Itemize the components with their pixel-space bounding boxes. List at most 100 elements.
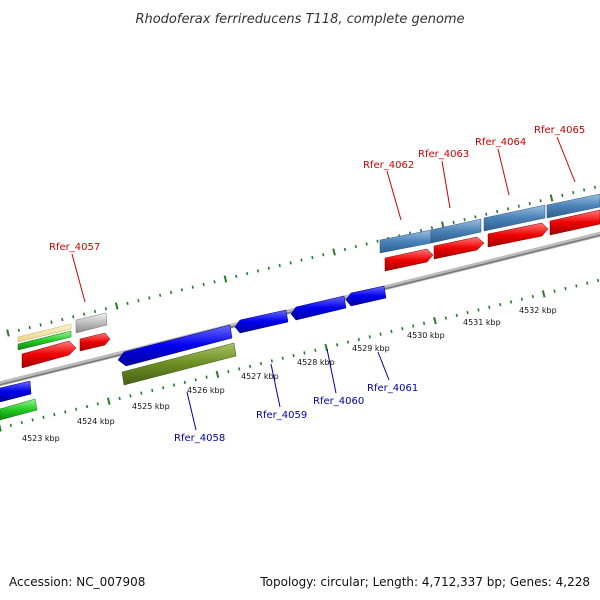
minor-tick [191, 285, 194, 289]
minor-tick [278, 263, 281, 268]
minor-tick [300, 258, 303, 262]
tick-label: 4529 kbp [352, 344, 390, 353]
gene-label[interactable]: Rfer_4059 [256, 410, 307, 421]
minor-tick [72, 315, 75, 319]
minor-tick [151, 388, 154, 393]
minor-tick [169, 290, 173, 295]
minor-tick [517, 204, 520, 208]
gene-arrow-red-4065[interactable] [549, 209, 600, 236]
gene-label[interactable]: Rfer_4061 [367, 383, 418, 394]
minor-tick [401, 327, 404, 331]
minor-tick [93, 309, 97, 314]
gene-arrow-red-4063[interactable] [433, 236, 485, 260]
minor-tick [303, 351, 306, 355]
gene-labels-reverse: Rfer_4058 Rfer_4059 Rfer_4060 Rfer_4061 [174, 383, 418, 444]
minor-tick [256, 269, 260, 273]
minor-tick [488, 305, 491, 309]
minor-tick [499, 302, 502, 307]
major-tick [549, 194, 554, 202]
minor-tick [376, 239, 379, 243]
gene-label[interactable]: Rfer_4060 [313, 396, 364, 407]
gene-label[interactable]: Rfer_4064 [475, 137, 526, 148]
major-tick [223, 275, 228, 283]
major-tick [114, 302, 119, 310]
minor-tick [64, 410, 67, 414]
tick-label: 4525 kbp [132, 402, 170, 411]
minor-tick [586, 281, 589, 285]
minor-tick [528, 201, 531, 206]
minor-tick [194, 378, 197, 382]
minor-tick [137, 299, 140, 303]
accession-text: Accession: NC_007908 [9, 575, 145, 589]
minor-tick [281, 356, 284, 360]
minor-tick [129, 394, 132, 398]
gene-arrow-red-4062[interactable] [384, 248, 434, 272]
minor-tick [365, 242, 368, 246]
gene-arrow-red-4064[interactable] [487, 222, 549, 248]
minor-tick [322, 253, 325, 257]
minor-tick [466, 311, 469, 315]
gene-arrow-blue[interactable] [0, 380, 32, 403]
gene-label[interactable]: Rfer_4058 [174, 433, 225, 444]
minor-tick [463, 218, 466, 222]
gene-arrow-blue-4058[interactable] [117, 324, 233, 367]
gene-arrow-green-left[interactable] [0, 398, 38, 421]
gene-arrow-blue-4061[interactable] [345, 285, 387, 307]
minor-tick [572, 191, 575, 195]
gene-label[interactable]: Rfer_4065 [534, 125, 585, 136]
minor-tick [238, 367, 241, 371]
minor-tick [267, 266, 270, 270]
major-tick [433, 317, 437, 325]
gene-arrow-steel-4065[interactable] [546, 193, 600, 219]
genome-summary-text: Topology: circular; Length: 4,712,337 bp… [259, 575, 590, 589]
minor-tick [39, 323, 42, 327]
minor-tick [50, 320, 53, 324]
label-leaders [71, 136, 576, 431]
gene-labels-forward: Rfer_4057 Rfer_4062 Rfer_4063 Rfer_4064 … [49, 125, 585, 253]
minor-tick [235, 274, 238, 278]
minor-tick [531, 294, 534, 299]
minor-tick [246, 272, 249, 276]
minor-tick [354, 245, 357, 249]
gene-arrow-steel-4064[interactable] [483, 204, 546, 232]
minor-tick [292, 353, 295, 358]
minor-tick [335, 343, 339, 347]
major-tick [6, 329, 10, 337]
gene-arrow-red-4057[interactable] [79, 332, 111, 352]
gene-label[interactable]: Rfer_4062 [363, 160, 414, 171]
gene-label[interactable]: Rfer_4063 [418, 149, 469, 160]
gene-arrow-blue-4059[interactable] [234, 309, 289, 334]
minor-tick [539, 199, 542, 203]
minor-tick [202, 282, 205, 287]
gene-arrow-grey[interactable] [75, 312, 108, 334]
minor-tick [496, 209, 499, 214]
tick-label: 4532 kbp [519, 306, 557, 315]
minor-tick [593, 185, 597, 189]
minor-tick [104, 307, 107, 311]
minor-tick [412, 324, 415, 328]
minor-tick [474, 215, 477, 219]
map-title: Rhodoferax ferrireducens T118, complete … [135, 12, 464, 27]
gene-label[interactable]: Rfer_4057 [49, 242, 100, 253]
gene-arrow-steel-4063[interactable] [430, 218, 482, 244]
minor-tick [477, 308, 480, 312]
minor-tick [561, 193, 564, 197]
gene-arrow-green[interactable] [17, 330, 72, 351]
minor-tick [248, 364, 252, 369]
minor-tick [452, 220, 455, 224]
minor-tick [582, 188, 586, 192]
gene-arrow-tan[interactable] [17, 323, 72, 343]
minor-tick [270, 359, 273, 363]
minor-tick [118, 396, 121, 401]
minor-tick [444, 316, 447, 320]
minor-tick [82, 312, 86, 316]
gene-arrow-blue-4060[interactable] [290, 295, 347, 321]
minor-tick [28, 325, 31, 330]
gene-arrow-red[interactable] [21, 340, 77, 369]
minor-tick [419, 228, 423, 233]
minor-tick [20, 421, 23, 425]
minor-tick [259, 362, 263, 366]
minor-tick [180, 288, 184, 292]
gene-arrow-olive-4058[interactable] [121, 342, 237, 386]
